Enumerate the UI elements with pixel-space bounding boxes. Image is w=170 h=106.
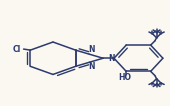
Text: N: N <box>88 45 94 54</box>
Text: N: N <box>108 54 115 63</box>
Text: HO: HO <box>118 73 131 82</box>
Text: N: N <box>88 62 94 71</box>
Text: Cl: Cl <box>13 45 21 54</box>
